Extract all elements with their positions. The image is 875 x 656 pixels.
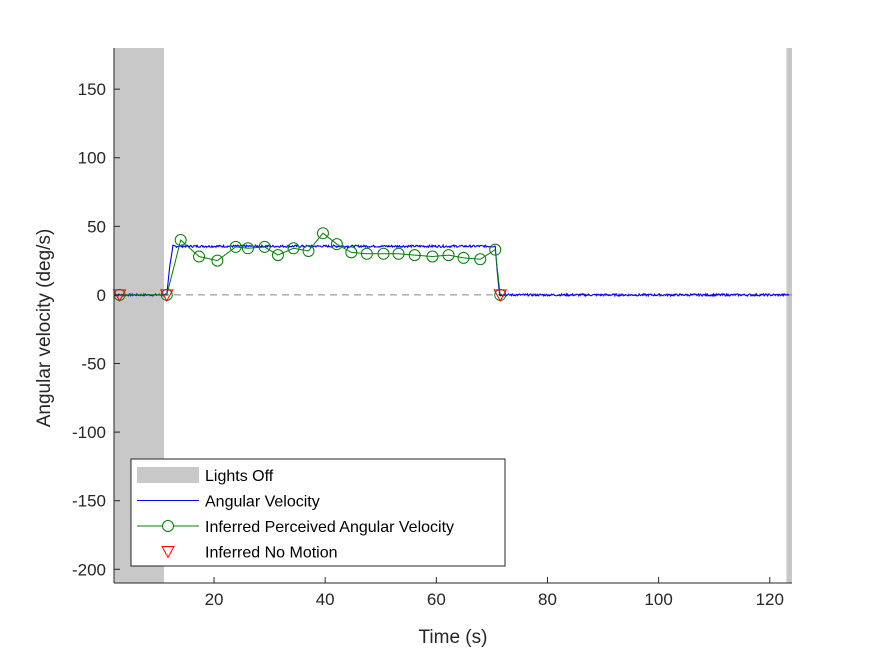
x-tick-label-5: 120	[756, 590, 784, 609]
y-tick-label-2: 50	[87, 217, 106, 236]
perceived-velocity-marker-20	[457, 251, 470, 264]
no-motion-marker-1	[159, 289, 174, 302]
y-tick-label-3: 0	[97, 286, 106, 305]
x-tick-label-1: 40	[316, 590, 335, 609]
perceived-velocity-marker-19	[442, 249, 455, 262]
series-perceived-velocity-line	[119, 232, 501, 296]
perceived-velocity-marker-17	[408, 249, 421, 262]
perceived-velocity-marker-14	[360, 247, 373, 260]
y-tick-label-7: -200	[72, 560, 106, 579]
perceived-velocity-marker-13	[345, 246, 358, 259]
legend-label-3: Inferred No Motion	[205, 545, 338, 562]
perceived-velocity-marker-22	[489, 243, 502, 256]
perceived-velocity-marker-9	[287, 242, 300, 255]
y-tick-label-0: 150	[78, 80, 106, 99]
axes: 20 40 60 80 100 120 150 100 50 0 -50 -100 -150 -200	[72, 48, 792, 609]
lights-off-band-1	[786, 48, 792, 583]
perceived-velocity-marker-7	[258, 240, 271, 253]
x-tick-label-0: 20	[205, 590, 224, 609]
perceived-velocity-marker-12	[330, 238, 343, 251]
x-tick-label-2: 60	[427, 590, 446, 609]
y-tick-label-5: -100	[72, 423, 106, 442]
y-tick-label-6: -150	[72, 492, 106, 511]
no-motion-marker-2	[493, 289, 508, 302]
perceived-velocity-marker-15	[377, 247, 390, 260]
perceived-velocity-marker-10	[302, 245, 315, 258]
perceived-velocity-marker-2	[174, 234, 187, 247]
legend-swatch-lights-off	[137, 467, 199, 483]
legend: Lights Off Angular Velocity Inferred Perce…	[130, 458, 506, 567]
y-tick-label-1: 100	[78, 149, 106, 168]
perceived-velocity-marker-11	[316, 227, 329, 240]
perceived-velocity-marker-8	[271, 249, 284, 262]
legend-swatch-perceived-circle	[162, 520, 174, 532]
legend-label-1: Angular Velocity	[205, 494, 320, 511]
legend-label-0: Lights Off	[205, 468, 274, 485]
legend-swatch-no-motion	[161, 546, 175, 559]
legend-label-2: Inferred Perceived Angular Velocity	[205, 519, 454, 536]
perceived-velocity-marker-4	[211, 254, 224, 267]
x-tick-label-4: 100	[644, 590, 672, 609]
y-axis-label: Angular velocity (deg/s)	[34, 229, 55, 428]
x-tick-label-3: 80	[538, 590, 557, 609]
perceived-velocity-marker-21	[474, 253, 487, 266]
y-tick-label-4: -50	[81, 355, 106, 374]
x-axis-label: Time (s)	[419, 627, 488, 648]
perceived-velocity-marker-18	[426, 250, 439, 263]
perceived-velocity-marker-16	[392, 247, 405, 260]
series-angular-velocity-line	[113, 243, 790, 298]
perceived-velocity-marker-3	[193, 250, 206, 263]
perceived-velocity-marker-6	[241, 242, 254, 255]
perceived-velocity-marker-5	[229, 240, 242, 253]
